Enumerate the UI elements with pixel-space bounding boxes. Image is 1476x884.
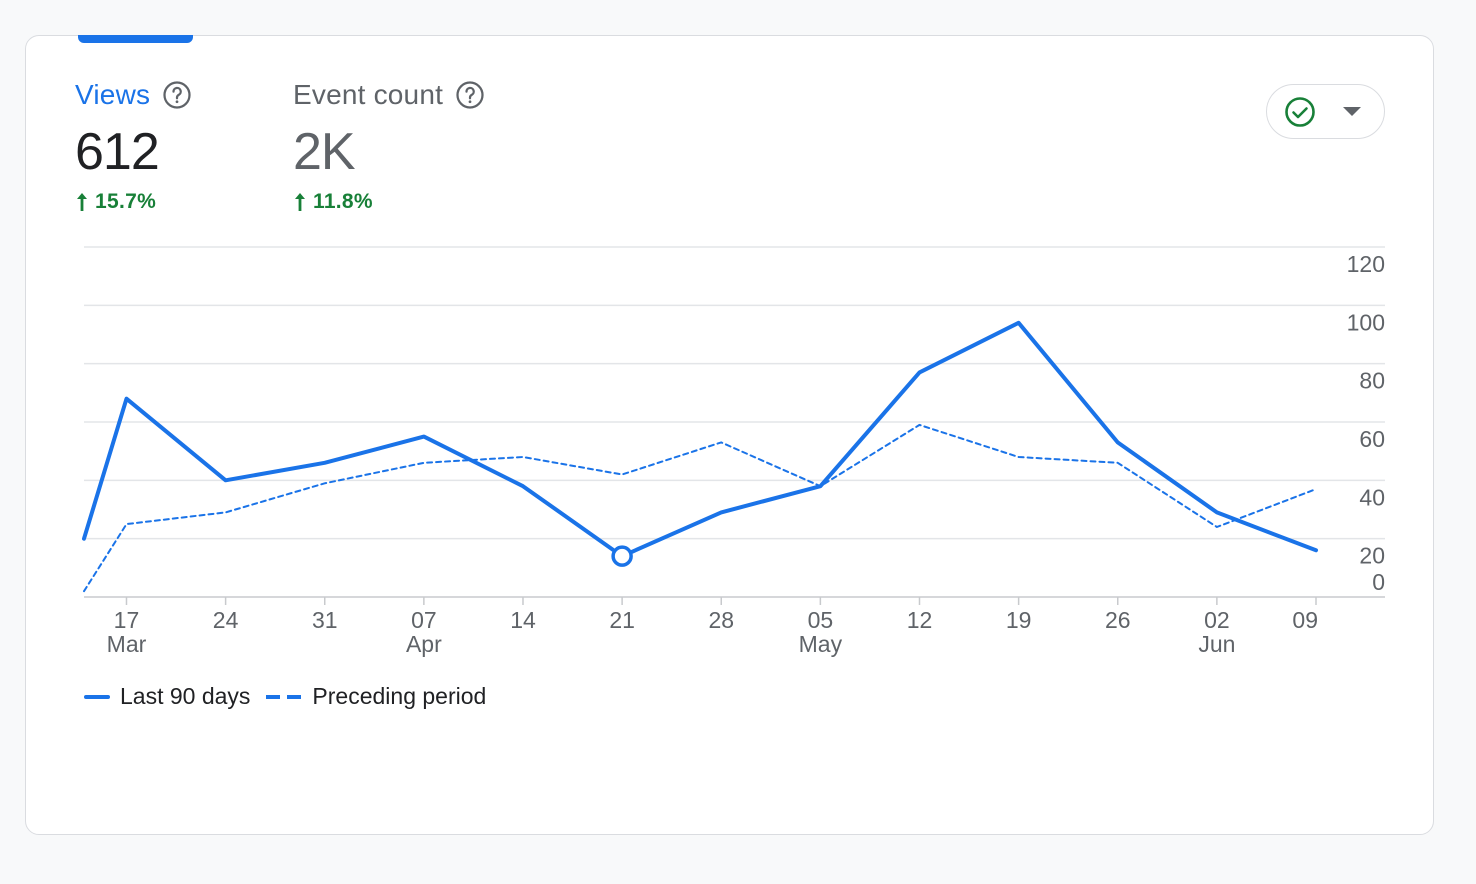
metric-event-count-change-text: 11.8% — [313, 190, 373, 213]
series-line-preceding-period — [83, 423, 1317, 593]
y-tick-label: 40 — [1359, 484, 1385, 510]
metric-views-value: 612 — [75, 123, 160, 181]
y-tick-label: 80 — [1359, 368, 1385, 394]
x-tick-month-label: Mar — [107, 631, 147, 657]
selected-tab-indicator — [78, 35, 193, 43]
metric-views-change-text: 15.7% — [95, 190, 157, 213]
legend-item-preceding-period[interactable]: Preceding period — [266, 683, 486, 710]
x-tick-month-label: May — [799, 631, 843, 657]
check-circle-icon — [1285, 97, 1315, 127]
x-tick-month-label: Apr — [406, 631, 442, 657]
solid-line-swatch — [84, 694, 110, 699]
x-tick-month-label: Jun — [1198, 631, 1235, 657]
x-tick-label: 26 — [1105, 607, 1131, 633]
data-quality-status-button[interactable] — [1266, 84, 1385, 139]
y-tick-label: 60 — [1359, 426, 1385, 452]
metric-views-label[interactable]: Views — [75, 79, 151, 110]
x-tick-label: 07 — [411, 607, 437, 633]
metric-event-count-change: 11.8% — [293, 190, 485, 214]
metric-event-count[interactable]: Event count 2K 11.8% — [293, 78, 485, 214]
x-tick-label: 02 — [1204, 607, 1230, 633]
arrow-up-icon — [77, 193, 87, 211]
x-tick-label: 21 — [609, 607, 635, 633]
arrow-drop-down-icon — [1343, 107, 1361, 116]
y-tick-label: 20 — [1359, 543, 1385, 569]
metric-views[interactable]: Views 612 15.7% — [75, 78, 192, 214]
x-tick-label: 28 — [708, 607, 734, 633]
x-tick-label: 31 — [312, 607, 338, 633]
help-icon[interactable] — [162, 80, 192, 110]
x-tick-label: 17 — [114, 607, 140, 633]
metric-event-count-label[interactable]: Event count — [293, 79, 444, 110]
chart-legend: Last 90 days Preceding period — [84, 683, 502, 710]
metric-views-change: 15.7% — [75, 190, 192, 214]
x-tick-label: 19 — [1006, 607, 1032, 633]
metric-event-count-value: 2K — [293, 123, 356, 181]
x-tick-label: 14 — [510, 607, 536, 633]
legend-item-last-90-days[interactable]: Last 90 days — [84, 683, 250, 710]
arrow-up-icon — [295, 193, 305, 211]
views-chart-card — [25, 35, 1434, 835]
legend-label-current: Last 90 days — [120, 683, 251, 709]
help-icon[interactable] — [455, 80, 485, 110]
x-tick-label: 24 — [213, 607, 239, 633]
legend-label-previous: Preceding period — [312, 683, 487, 709]
y-tick-label: 120 — [1347, 251, 1385, 277]
x-tick-label: 09 — [1292, 607, 1318, 633]
hover-point-marker — [611, 545, 633, 567]
series-line-last-90-days — [82, 320, 1318, 559]
y-tick-label: 100 — [1347, 309, 1385, 335]
y-tick-label: 0 — [1372, 569, 1385, 595]
x-tick-label: 12 — [907, 607, 933, 633]
x-tick-label: 05 — [808, 607, 834, 633]
dashed-line-swatch — [266, 694, 302, 699]
